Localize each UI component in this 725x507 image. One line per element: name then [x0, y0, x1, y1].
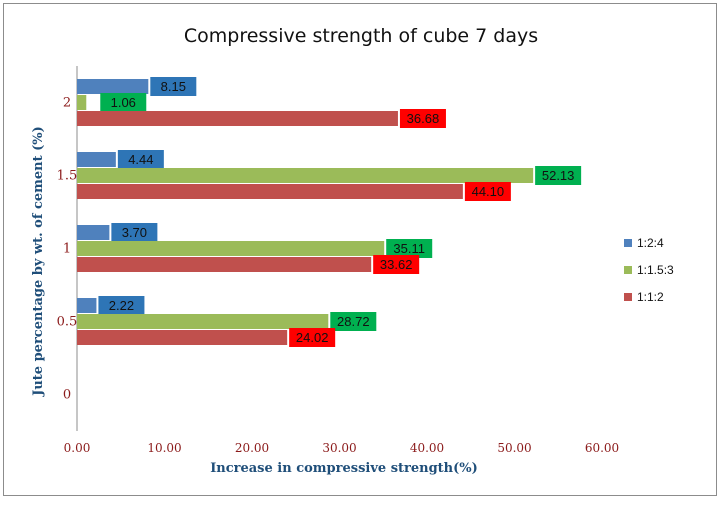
legend-swatch [624, 239, 632, 247]
data-label-box [330, 312, 377, 331]
data-label: 35.11 [386, 239, 433, 258]
chart-title: Compressive strength of cube 7 days [184, 25, 538, 47]
data-label-text: 33.62 [380, 257, 413, 272]
y-tick-label: 0.5 [57, 315, 78, 330]
data-label-text: 8.15 [161, 79, 186, 94]
data-label-text: 2.22 [109, 298, 134, 313]
data-label: 1.06 [100, 93, 147, 112]
data-label-box [399, 109, 446, 128]
chart-frame: Compressive strength of cube 7 days 0.00… [3, 3, 717, 496]
x-tick-label: 20.00 [235, 441, 269, 455]
chart-canvas: Compressive strength of cube 7 days 0.00… [31, 25, 674, 476]
data-label-text: 4.44 [128, 152, 153, 167]
bar-1:1:2-0.5 [77, 330, 288, 345]
data-label: 33.62 [373, 255, 420, 274]
x-tick-label: 60.00 [585, 441, 619, 455]
data-label: 28.72 [330, 312, 377, 331]
data-label: 4.44 [117, 150, 164, 169]
data-label-box [289, 328, 336, 347]
bar-1:1.5:3-1.5 [77, 168, 534, 183]
bar-1:1.5:3-1 [77, 241, 385, 256]
plot-area: 0.00 10.00 20.00 30.00 40.00 50.00 60.00 0 0.5 1 1… [57, 66, 619, 455]
y-tick-label: 2 [63, 96, 71, 111]
bar-1:1.5:3-0.5 [77, 314, 329, 329]
legend: 1:2:4 1:1.5:3 1:1:2 [624, 236, 674, 304]
data-label-box [464, 182, 511, 201]
data-label-box [150, 77, 197, 96]
x-tick-label: 10.00 [147, 441, 181, 455]
bar-1:1.5:3-2 [77, 95, 87, 110]
x-axis-label: Increase in compressive strength(%) [210, 461, 478, 476]
legend-swatch [624, 266, 632, 274]
data-label: 52.13 [535, 166, 582, 185]
legend-label: 1:2:4 [637, 236, 664, 250]
y-axis-label: Jute percentage by wt. of cement (%) [31, 126, 46, 397]
data-label: 24.02 [289, 328, 336, 347]
x-tick-label: 40.00 [410, 441, 444, 455]
bar-1:2:4-1 [77, 225, 110, 240]
bar-1:2:4-0.5 [77, 298, 97, 313]
data-label-text: 3.70 [122, 225, 147, 240]
data-label-text: 28.72 [337, 314, 370, 329]
x-tick-label: 0.00 [64, 441, 91, 455]
data-label-box [98, 296, 145, 315]
y-tick-label: 1 [63, 242, 71, 257]
legend-label: 1:1:2 [637, 290, 664, 304]
data-label-box [111, 223, 158, 242]
bar-1:2:4-1.5 [77, 152, 116, 167]
data-label: 44.10 [464, 182, 511, 201]
data-label: 2.22 [98, 296, 145, 315]
data-label-box [100, 93, 147, 112]
data-label-box [386, 239, 433, 258]
data-label-box [535, 166, 582, 185]
y-tick-label: 0 [63, 388, 71, 403]
x-tick-label: 50.00 [497, 441, 531, 455]
bar-1:1:2-2 [77, 111, 398, 126]
data-label-text: 35.11 [393, 241, 425, 256]
bar-1:1:2-1.5 [77, 184, 463, 199]
data-label-text: 52.13 [542, 168, 575, 183]
bar-1:2:4-2 [77, 79, 149, 94]
data-label: 3.70 [111, 223, 158, 242]
data-label-text: 36.68 [407, 111, 440, 126]
data-label-box [117, 150, 164, 169]
data-label: 36.68 [399, 109, 446, 128]
data-label-text: 24.02 [296, 330, 329, 345]
data-label-text: 1.06 [111, 95, 136, 110]
bar-1:1:2-1 [77, 257, 372, 272]
legend-label: 1:1.5:3 [637, 263, 674, 277]
data-label-box [373, 255, 420, 274]
legend-swatch [624, 293, 632, 301]
data-label: 8.15 [150, 77, 197, 96]
data-label-text: 44.10 [472, 184, 505, 199]
y-tick-label: 1.5 [57, 169, 78, 184]
x-tick-label: 30.00 [322, 441, 356, 455]
